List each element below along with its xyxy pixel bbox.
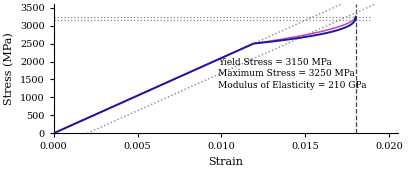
Y-axis label: Stress (MPa): Stress (MPa) [4,32,14,105]
Text: Yield Stress = 3150 MPa
Maximum Stress = 3250 MPa
Modulus of Elasticity = 210 GP: Yield Stress = 3150 MPa Maximum Stress =… [218,58,367,90]
X-axis label: Strain: Strain [208,157,243,167]
